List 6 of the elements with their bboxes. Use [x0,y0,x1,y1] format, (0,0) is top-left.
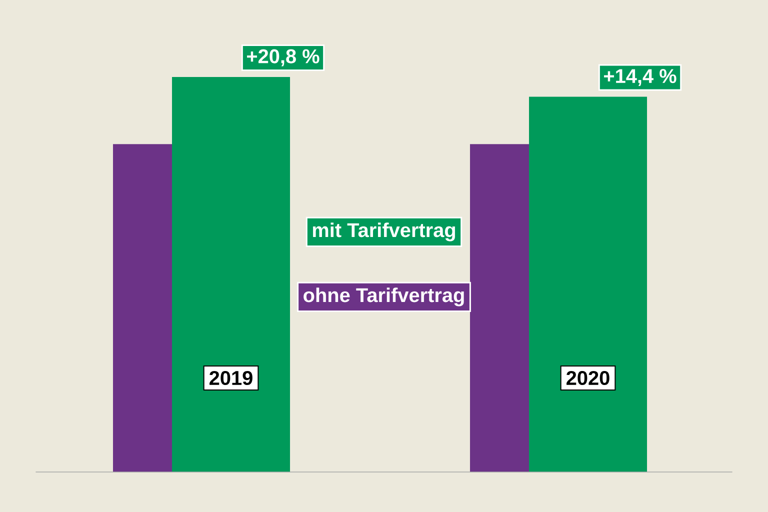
series-label: ohne Tarifvertrag [304,288,464,306]
x-tick-label: 2020 [566,370,610,386]
annotation: +20,8 % [247,49,320,66]
x-tick-label: 2019 [210,370,252,386]
series-label: mit Tarifvertrag [312,222,456,242]
annotation: +14,4 % [604,69,676,86]
